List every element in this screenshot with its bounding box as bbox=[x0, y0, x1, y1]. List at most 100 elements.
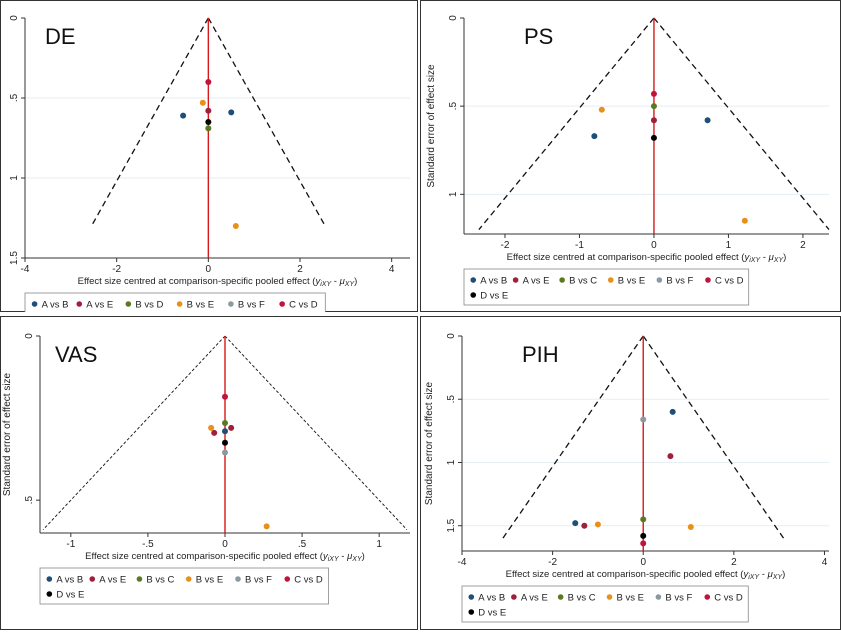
y-tick-label: 1.5 bbox=[9, 251, 20, 265]
data-point-b-vs-c bbox=[640, 516, 647, 523]
data-point-b-vs-f bbox=[222, 449, 228, 456]
data-point-a-vs-b bbox=[180, 112, 187, 119]
y-tick-label: 0 bbox=[448, 15, 459, 21]
x-tick-label: 4 bbox=[389, 264, 395, 275]
data-point-b-vs-e bbox=[598, 106, 605, 113]
funnel-left-line bbox=[42, 335, 226, 531]
legend-label: A vs B bbox=[480, 276, 507, 287]
legend-marker bbox=[705, 277, 711, 283]
panel-vas: -1 -.5 0 .5 1 0 .5 Standard error of effect siz… bbox=[0, 316, 418, 630]
data-point-c-vs-d bbox=[640, 540, 647, 547]
data-point-d-vs-e bbox=[650, 134, 657, 141]
legend-label: B vs F bbox=[245, 575, 272, 586]
data-point-d-vs-e bbox=[205, 119, 212, 125]
data-point-a-vs-e bbox=[205, 107, 212, 114]
legend-marker bbox=[606, 594, 613, 600]
legend-label: C vs D bbox=[289, 300, 318, 311]
x-tick-label: -2 bbox=[112, 264, 121, 275]
y-axis-title: Standard error of effect size bbox=[426, 64, 437, 188]
x-tick-label: -1 bbox=[575, 240, 584, 251]
x-tick-label: .5 bbox=[298, 539, 307, 550]
x-tick-label: 0 bbox=[206, 264, 212, 275]
legend-marker bbox=[468, 594, 475, 600]
x-axis-title: Effect size centred at comparison-specif… bbox=[506, 569, 786, 581]
x-axis-title: Effect size centred at comparison-specif… bbox=[85, 551, 365, 563]
legend-label: B vs F bbox=[666, 276, 693, 287]
x-tick-label: -.5 bbox=[142, 539, 154, 550]
plot-area bbox=[25, 18, 410, 258]
data-point-a-vs-b bbox=[228, 109, 235, 116]
data-point-b-vs-e bbox=[687, 523, 694, 530]
x-tick-label: 1 bbox=[726, 240, 732, 251]
legend-marker bbox=[31, 301, 38, 307]
legend-marker bbox=[125, 301, 132, 307]
legend-marker bbox=[46, 591, 53, 597]
legend-marker bbox=[176, 301, 183, 307]
legend-label: B vs F bbox=[238, 300, 265, 311]
y-tick-label: .5 bbox=[448, 102, 459, 111]
legend-label: A vs B bbox=[56, 575, 83, 586]
funnel-right-line bbox=[642, 335, 785, 539]
x-tick-label: 2 bbox=[297, 264, 303, 275]
panel-title: PS bbox=[524, 24, 553, 49]
panel-pih: -4 -2 0 2 4 0 .5 1 1.5 Standard error of effect s… bbox=[420, 316, 841, 630]
legend-box bbox=[463, 268, 750, 306]
legend-label: A vs E bbox=[99, 575, 126, 586]
legend-label: B vs C bbox=[568, 593, 596, 604]
plot-area bbox=[462, 336, 829, 551]
legend-marker bbox=[235, 576, 241, 582]
legend-marker bbox=[704, 594, 711, 600]
y-tick-label: 0 bbox=[9, 15, 20, 21]
data-point-b-vs-e bbox=[741, 217, 748, 224]
funnel-right-line bbox=[224, 335, 408, 531]
legend-marker bbox=[185, 576, 192, 582]
legend-marker bbox=[136, 576, 143, 582]
legend-label: A vs B bbox=[478, 593, 505, 604]
y-tick-label: 1 bbox=[9, 175, 20, 181]
legend-label: B vs D bbox=[135, 300, 163, 311]
y-tick-label: 0 bbox=[446, 333, 457, 339]
legend-label: B vs C bbox=[569, 276, 597, 287]
legend-marker bbox=[76, 301, 83, 307]
legend-marker bbox=[468, 609, 475, 615]
legend-label: B vs E bbox=[187, 300, 214, 311]
y-axis-title: Standard error of effect size bbox=[424, 381, 435, 505]
x-tick-label: -1 bbox=[66, 539, 75, 550]
y-tick-label: 0 bbox=[24, 333, 35, 339]
x-tick-label: 2 bbox=[800, 240, 806, 251]
legend-label: C vs D bbox=[294, 575, 323, 586]
legend-label: A vs B bbox=[42, 300, 69, 311]
data-point-a-vs-e bbox=[581, 522, 588, 529]
legend-label: B vs C bbox=[146, 575, 174, 586]
legend-marker bbox=[284, 576, 291, 582]
legend-box bbox=[39, 567, 330, 605]
data-point-a-vs-e bbox=[650, 117, 657, 124]
data-point-d-vs-e bbox=[640, 532, 647, 539]
plot-area bbox=[464, 18, 829, 234]
data-point-b-vs-e bbox=[232, 223, 239, 229]
panel-title: VAS bbox=[55, 342, 97, 367]
x-tick-label: -2 bbox=[548, 557, 557, 568]
x-tick-label: -4 bbox=[458, 557, 467, 568]
y-tick-label: .5 bbox=[446, 395, 457, 404]
funnel-left-line bbox=[478, 17, 655, 231]
x-tick-label: 1 bbox=[376, 539, 382, 550]
legend-label: D vs E bbox=[480, 291, 508, 302]
data-point-b-vs-f bbox=[640, 416, 647, 423]
data-point-a-vs-b bbox=[669, 408, 676, 415]
funnel-plot-3: -1 -.5 0 .5 1 0 .5 Standard error of effect siz… bbox=[0, 316, 418, 630]
x-tick-label: -2 bbox=[501, 240, 510, 251]
data-point-c-vs-d bbox=[205, 79, 212, 85]
data-point-b-vs-e bbox=[208, 424, 215, 431]
panel-ps: -2 -1 0 1 2 0 .5 1 Standard error of effect size… bbox=[420, 0, 841, 312]
x-tick-label: 4 bbox=[822, 557, 828, 568]
funnel-plot-4: -4 -2 0 2 4 0 .5 1 1.5 Standard error of effect s… bbox=[420, 316, 841, 630]
legend-marker bbox=[89, 576, 96, 582]
data-point-a-vs-b bbox=[591, 133, 598, 140]
x-tick-label: 0 bbox=[640, 557, 646, 568]
legend-marker bbox=[656, 277, 663, 283]
data-point-c-vs-d bbox=[222, 393, 228, 400]
legend-label: C vs D bbox=[714, 593, 743, 604]
